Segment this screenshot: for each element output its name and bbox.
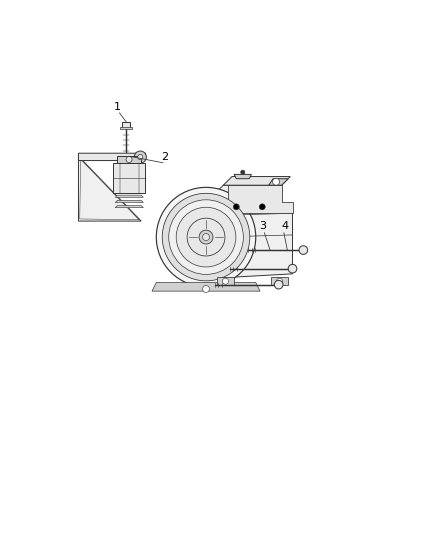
Bar — [271, 277, 288, 285]
Circle shape — [223, 278, 229, 284]
Bar — [217, 277, 234, 285]
Circle shape — [299, 246, 307, 254]
Circle shape — [126, 157, 132, 163]
Circle shape — [276, 278, 283, 284]
Polygon shape — [228, 185, 293, 213]
Circle shape — [138, 155, 143, 160]
Circle shape — [176, 207, 236, 267]
Circle shape — [240, 170, 245, 174]
Circle shape — [259, 204, 265, 210]
Polygon shape — [202, 194, 215, 278]
Polygon shape — [78, 156, 141, 221]
Polygon shape — [78, 153, 145, 160]
Circle shape — [288, 264, 297, 273]
Circle shape — [162, 193, 250, 281]
Circle shape — [202, 286, 209, 293]
Circle shape — [156, 188, 256, 287]
Polygon shape — [215, 185, 293, 278]
Circle shape — [272, 178, 279, 185]
Bar — [117, 156, 141, 163]
Bar — [122, 123, 131, 128]
Polygon shape — [115, 200, 143, 203]
Circle shape — [199, 230, 213, 244]
Polygon shape — [115, 206, 143, 208]
Polygon shape — [152, 282, 260, 291]
Polygon shape — [223, 176, 290, 185]
Text: 3: 3 — [259, 221, 266, 231]
Polygon shape — [269, 179, 288, 185]
Circle shape — [233, 204, 239, 210]
Polygon shape — [234, 174, 251, 179]
Text: 2: 2 — [161, 152, 169, 162]
FancyBboxPatch shape — [113, 163, 145, 193]
Polygon shape — [115, 195, 143, 197]
Text: 1: 1 — [114, 102, 121, 112]
Bar — [120, 127, 132, 129]
Circle shape — [134, 151, 146, 163]
Circle shape — [274, 280, 283, 289]
Text: 4: 4 — [281, 221, 288, 231]
Circle shape — [187, 218, 225, 256]
Circle shape — [202, 233, 209, 240]
Circle shape — [169, 200, 244, 274]
